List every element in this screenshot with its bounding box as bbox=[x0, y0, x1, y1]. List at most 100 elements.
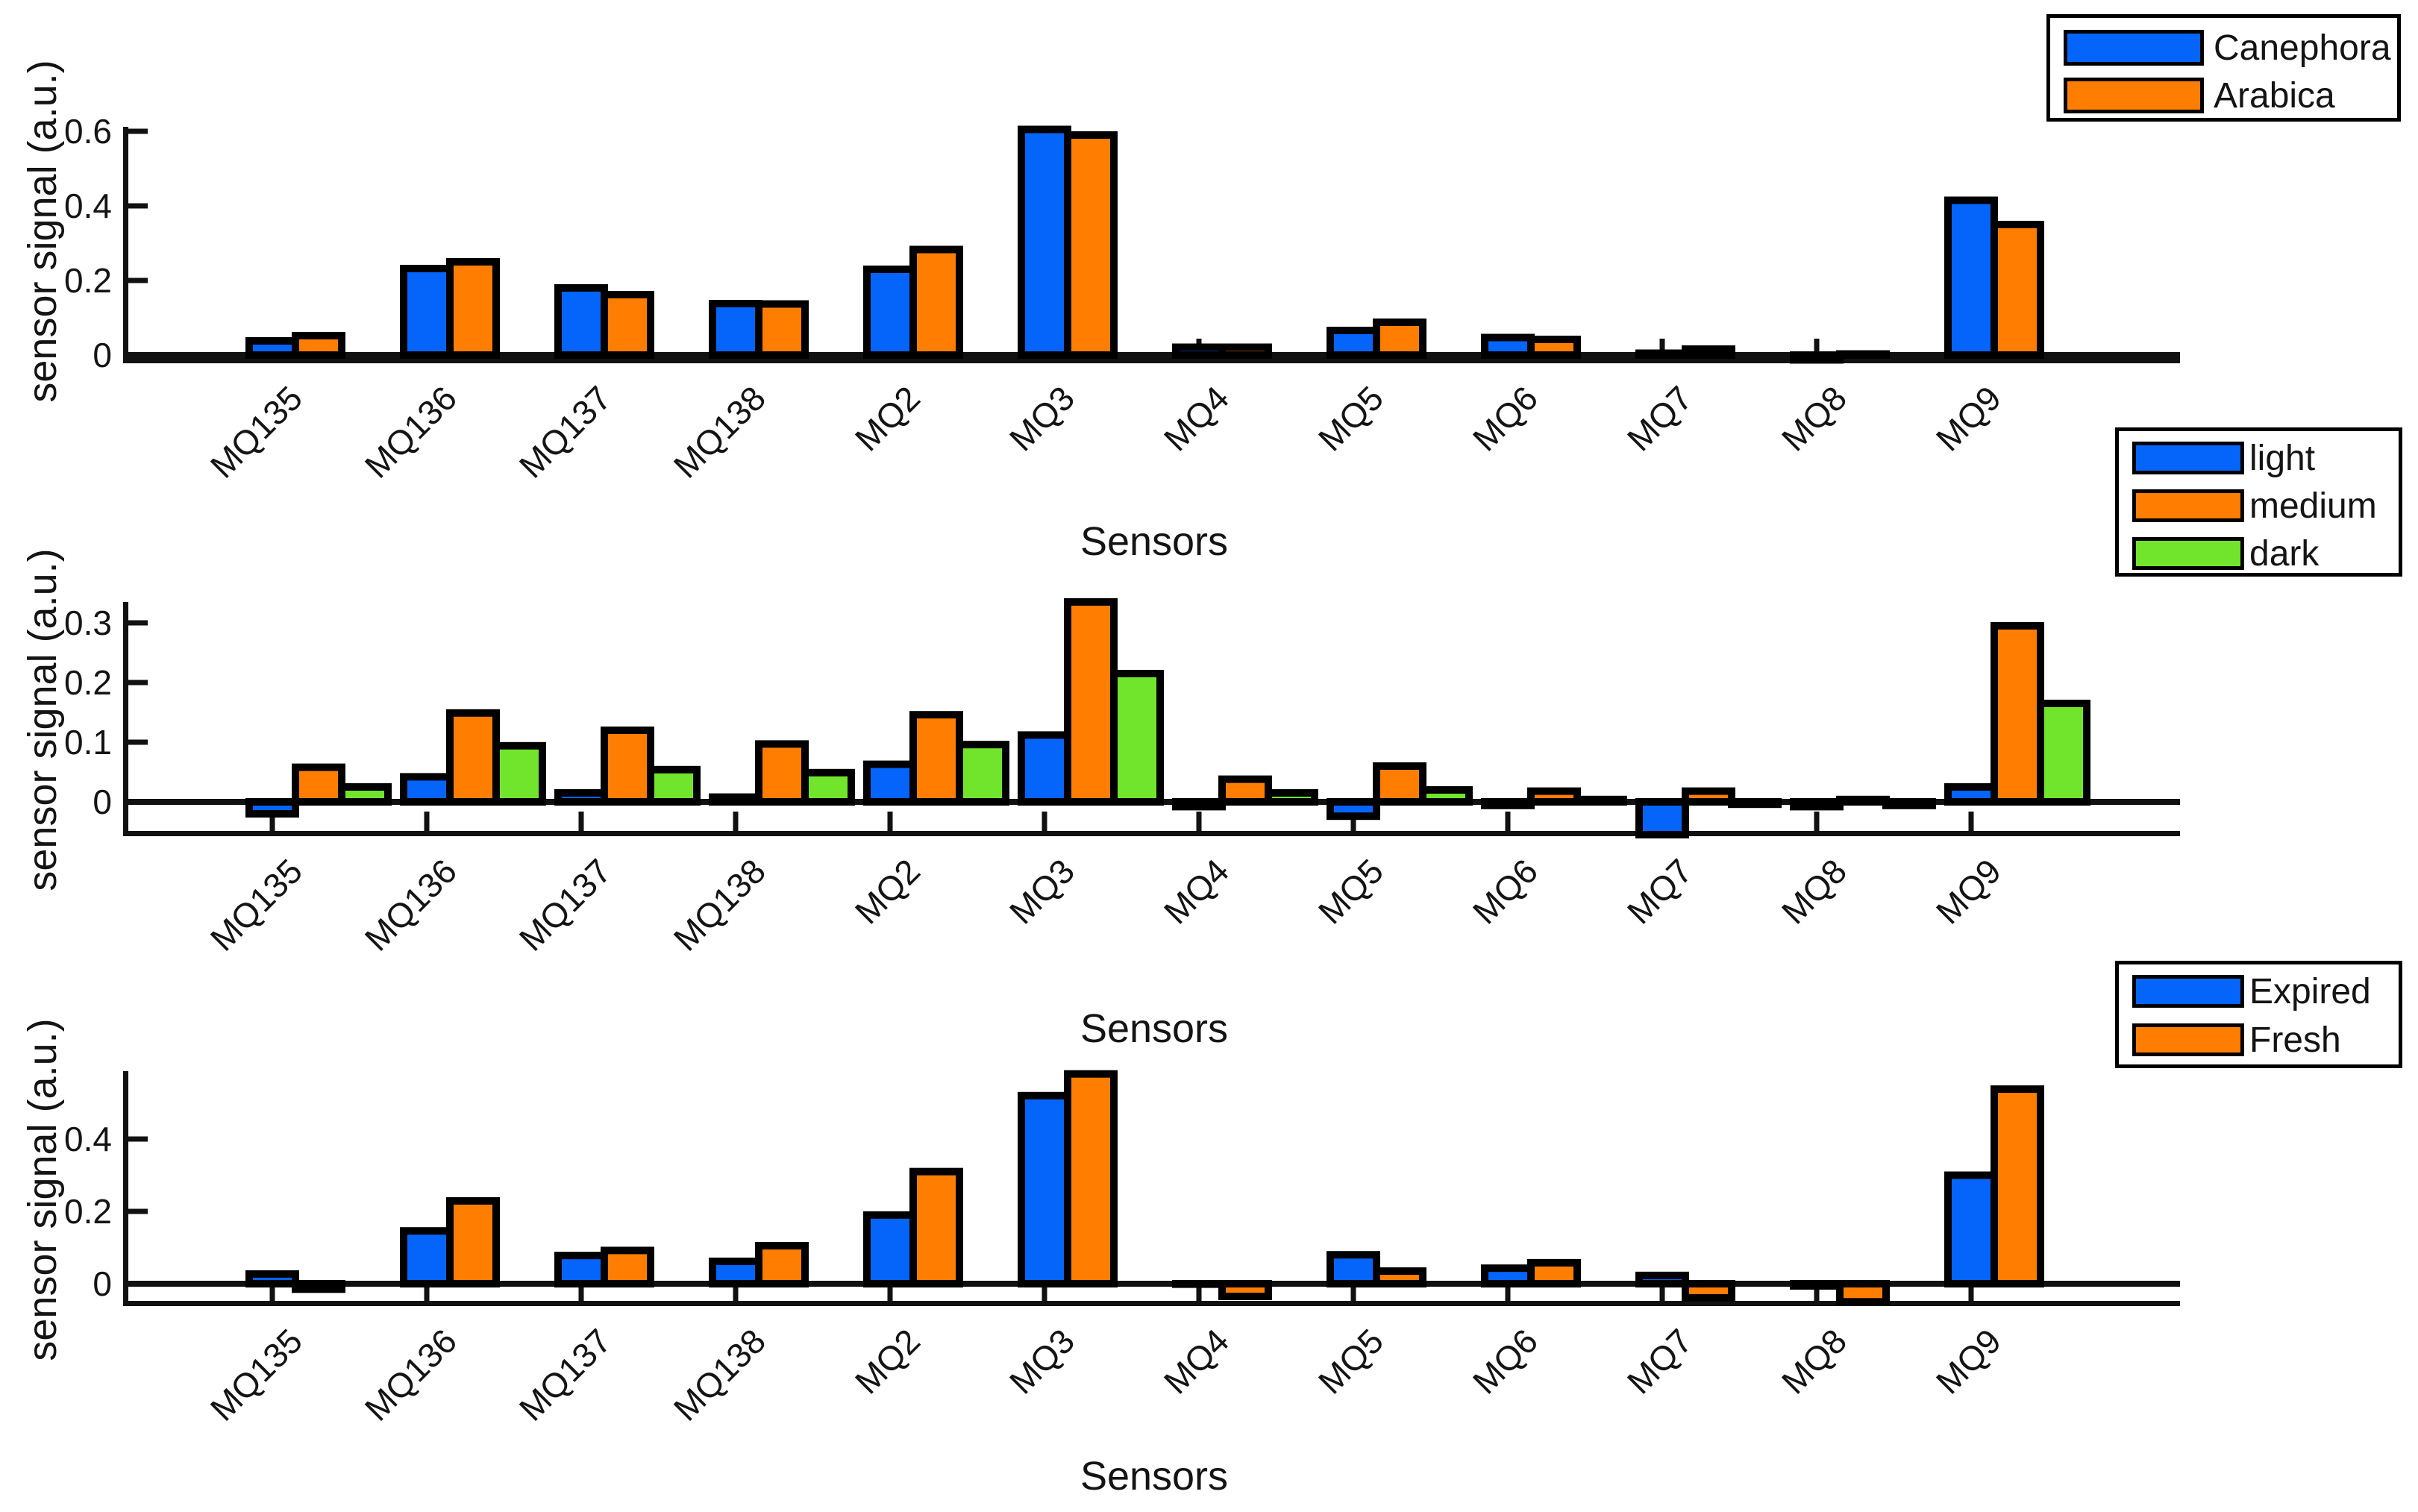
bar bbox=[1728, 798, 1782, 809]
bar bbox=[1991, 221, 2044, 359]
x-tick bbox=[424, 812, 430, 836]
bar bbox=[1944, 783, 1998, 806]
bar bbox=[1064, 1070, 1118, 1287]
legend-box: Canephora Arabica bbox=[2046, 14, 2401, 122]
legend-label: Fresh bbox=[2249, 1020, 2341, 1060]
y-tick bbox=[128, 620, 148, 626]
bar bbox=[1882, 798, 1936, 809]
bar bbox=[1481, 798, 1535, 809]
legend-swatch bbox=[2132, 537, 2244, 570]
bar bbox=[1790, 1280, 1844, 1290]
legend-swatch bbox=[2064, 30, 2204, 66]
y-tick-label: 0 bbox=[93, 782, 112, 821]
y-tick-label: 0.6 bbox=[64, 112, 112, 151]
y-tick bbox=[128, 1136, 148, 1142]
bar bbox=[1419, 786, 1473, 806]
x-tick bbox=[1196, 1282, 1202, 1306]
y-tick bbox=[128, 203, 148, 209]
bar bbox=[1527, 336, 1581, 359]
bar bbox=[554, 284, 608, 359]
bar bbox=[755, 1242, 809, 1287]
y-axis-spine bbox=[123, 127, 128, 363]
bar bbox=[709, 300, 762, 359]
x-axis-spine bbox=[123, 358, 2180, 363]
x-tick bbox=[269, 1282, 275, 1306]
bar bbox=[1018, 125, 1071, 359]
bar bbox=[1635, 798, 1689, 838]
x-tick bbox=[1968, 1282, 1974, 1306]
x-axis-label: Sensors bbox=[1080, 1006, 1229, 1051]
y-axis-label: sensor signal (a.u.) bbox=[20, 548, 65, 891]
legend-label: light bbox=[2249, 438, 2316, 478]
y-tick-label: 0.4 bbox=[64, 186, 112, 225]
x-axis-spine bbox=[123, 1301, 2180, 1306]
bar bbox=[554, 1252, 608, 1288]
legend-label: medium bbox=[2249, 486, 2377, 526]
bar bbox=[601, 1246, 654, 1288]
bar bbox=[1527, 1258, 1581, 1287]
y-axis-spine bbox=[123, 602, 128, 836]
x-tick bbox=[1350, 812, 1356, 836]
x-tick bbox=[733, 1282, 739, 1306]
x-tick bbox=[733, 812, 739, 836]
x-tick bbox=[1814, 339, 1820, 363]
x-tick bbox=[887, 812, 893, 836]
x-tick bbox=[1505, 1282, 1511, 1306]
bar bbox=[1265, 789, 1318, 806]
bar bbox=[400, 265, 454, 359]
y-tick bbox=[128, 128, 148, 134]
x-tick bbox=[578, 812, 584, 836]
legend-box: light medium dark bbox=[2115, 427, 2402, 577]
bar bbox=[1635, 1271, 1689, 1287]
x-tick bbox=[1505, 812, 1511, 836]
bar bbox=[245, 337, 299, 359]
bar bbox=[1327, 798, 1380, 821]
bar bbox=[1327, 1251, 1380, 1287]
bar bbox=[1991, 622, 2044, 806]
x-tick bbox=[424, 1282, 430, 1306]
bar bbox=[245, 798, 299, 818]
bar bbox=[601, 291, 654, 359]
bar bbox=[801, 768, 855, 806]
bar bbox=[292, 1280, 345, 1293]
x-tick bbox=[1968, 812, 1974, 836]
bar bbox=[1172, 343, 1226, 359]
bar bbox=[1373, 1267, 1426, 1288]
x-tick bbox=[1042, 812, 1047, 836]
legend-swatch bbox=[2132, 975, 2244, 1008]
bar bbox=[1018, 1091, 1071, 1288]
bar bbox=[400, 773, 454, 806]
bar bbox=[647, 765, 701, 806]
bar bbox=[863, 266, 917, 359]
bar bbox=[338, 783, 392, 806]
y-tick bbox=[128, 680, 148, 686]
legend-label: dark bbox=[2249, 533, 2320, 574]
bar bbox=[1573, 795, 1627, 806]
x-tick bbox=[578, 1282, 584, 1306]
legend-swatch bbox=[2132, 442, 2244, 474]
bar bbox=[1327, 327, 1380, 359]
bar bbox=[755, 740, 809, 806]
bar bbox=[709, 1257, 762, 1288]
x-tick bbox=[1659, 1282, 1665, 1306]
bar bbox=[446, 709, 500, 806]
x-tick bbox=[1814, 812, 1820, 836]
y-tick bbox=[128, 1208, 148, 1214]
y-tick bbox=[128, 799, 148, 805]
bar bbox=[1018, 731, 1071, 806]
bar bbox=[400, 1227, 454, 1287]
y-tick-label: 0 bbox=[93, 336, 112, 374]
bar bbox=[956, 741, 1009, 806]
bar bbox=[1682, 787, 1735, 806]
bar bbox=[909, 1167, 963, 1288]
bar bbox=[1991, 1085, 2044, 1287]
legend-label: Arabica bbox=[2214, 75, 2335, 116]
bar bbox=[446, 258, 500, 359]
legend-box: Expired Fresh bbox=[2115, 961, 2402, 1068]
bar bbox=[709, 793, 762, 806]
x-tick bbox=[1814, 1282, 1820, 1306]
bar bbox=[1527, 787, 1581, 806]
legend-swatch bbox=[2132, 489, 2244, 522]
